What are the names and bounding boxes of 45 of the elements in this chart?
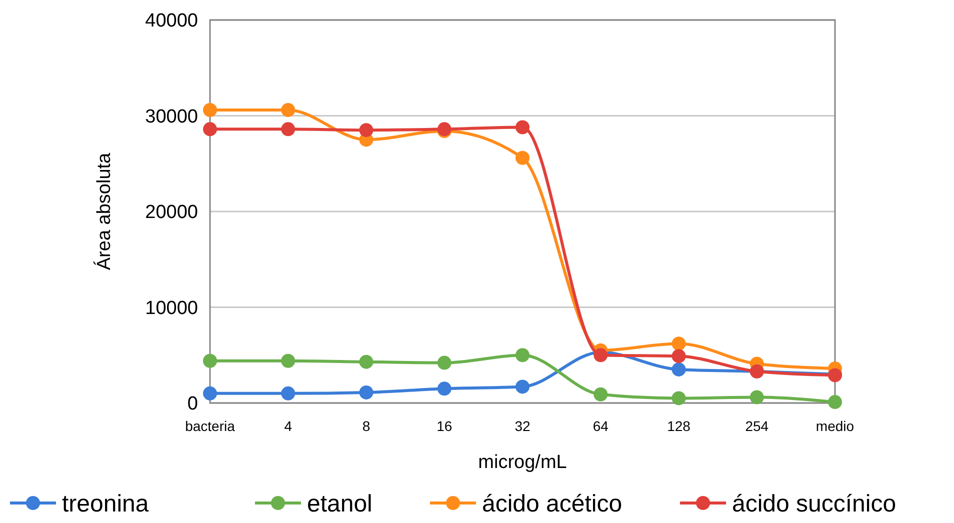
point <box>672 349 686 364</box>
point <box>437 382 452 396</box>
y-tick-label: 0 <box>187 394 198 415</box>
point <box>203 103 217 118</box>
x-tick-label: bacteria <box>185 418 236 434</box>
x-tick-label: medio <box>816 418 854 434</box>
point <box>672 336 686 351</box>
y-axis-title: Área absoluta <box>93 152 115 270</box>
point <box>828 395 842 410</box>
point <box>281 103 296 118</box>
x-tick-label: 254 <box>745 418 769 434</box>
x-tick-label: 32 <box>514 418 530 434</box>
point <box>594 387 608 402</box>
x-axis-title: microg/mL <box>478 452 567 473</box>
point <box>672 391 686 406</box>
point <box>516 348 530 362</box>
point <box>203 122 217 136</box>
point <box>359 354 374 369</box>
legend-label: treonina <box>62 490 150 518</box>
legend-label: ácido acético <box>482 490 622 518</box>
y-tick-label: 30000 <box>145 106 198 128</box>
point <box>672 362 686 376</box>
point <box>203 354 217 368</box>
point <box>281 354 296 368</box>
point <box>281 386 296 400</box>
x-tick-label: 64 <box>592 418 609 434</box>
legend-label: etanol <box>307 490 372 518</box>
point <box>203 386 217 400</box>
y-tick-label: 40000 <box>145 10 198 32</box>
point <box>359 123 374 138</box>
x-tick-label: 128 <box>667 418 691 434</box>
point <box>594 348 608 362</box>
x-tick-label: 8 <box>362 418 370 434</box>
point <box>750 390 764 404</box>
y-tick-label: 10000 <box>145 298 198 319</box>
legend-label: ácido succínico <box>732 490 896 518</box>
point <box>281 122 296 136</box>
point <box>516 380 530 394</box>
point <box>516 120 530 134</box>
point <box>359 385 374 400</box>
x-tick-label: 4 <box>284 418 292 434</box>
point <box>437 356 452 370</box>
x-tick-label: 16 <box>436 418 452 434</box>
y-tick-label: 20000 <box>145 202 198 224</box>
point <box>516 150 530 165</box>
